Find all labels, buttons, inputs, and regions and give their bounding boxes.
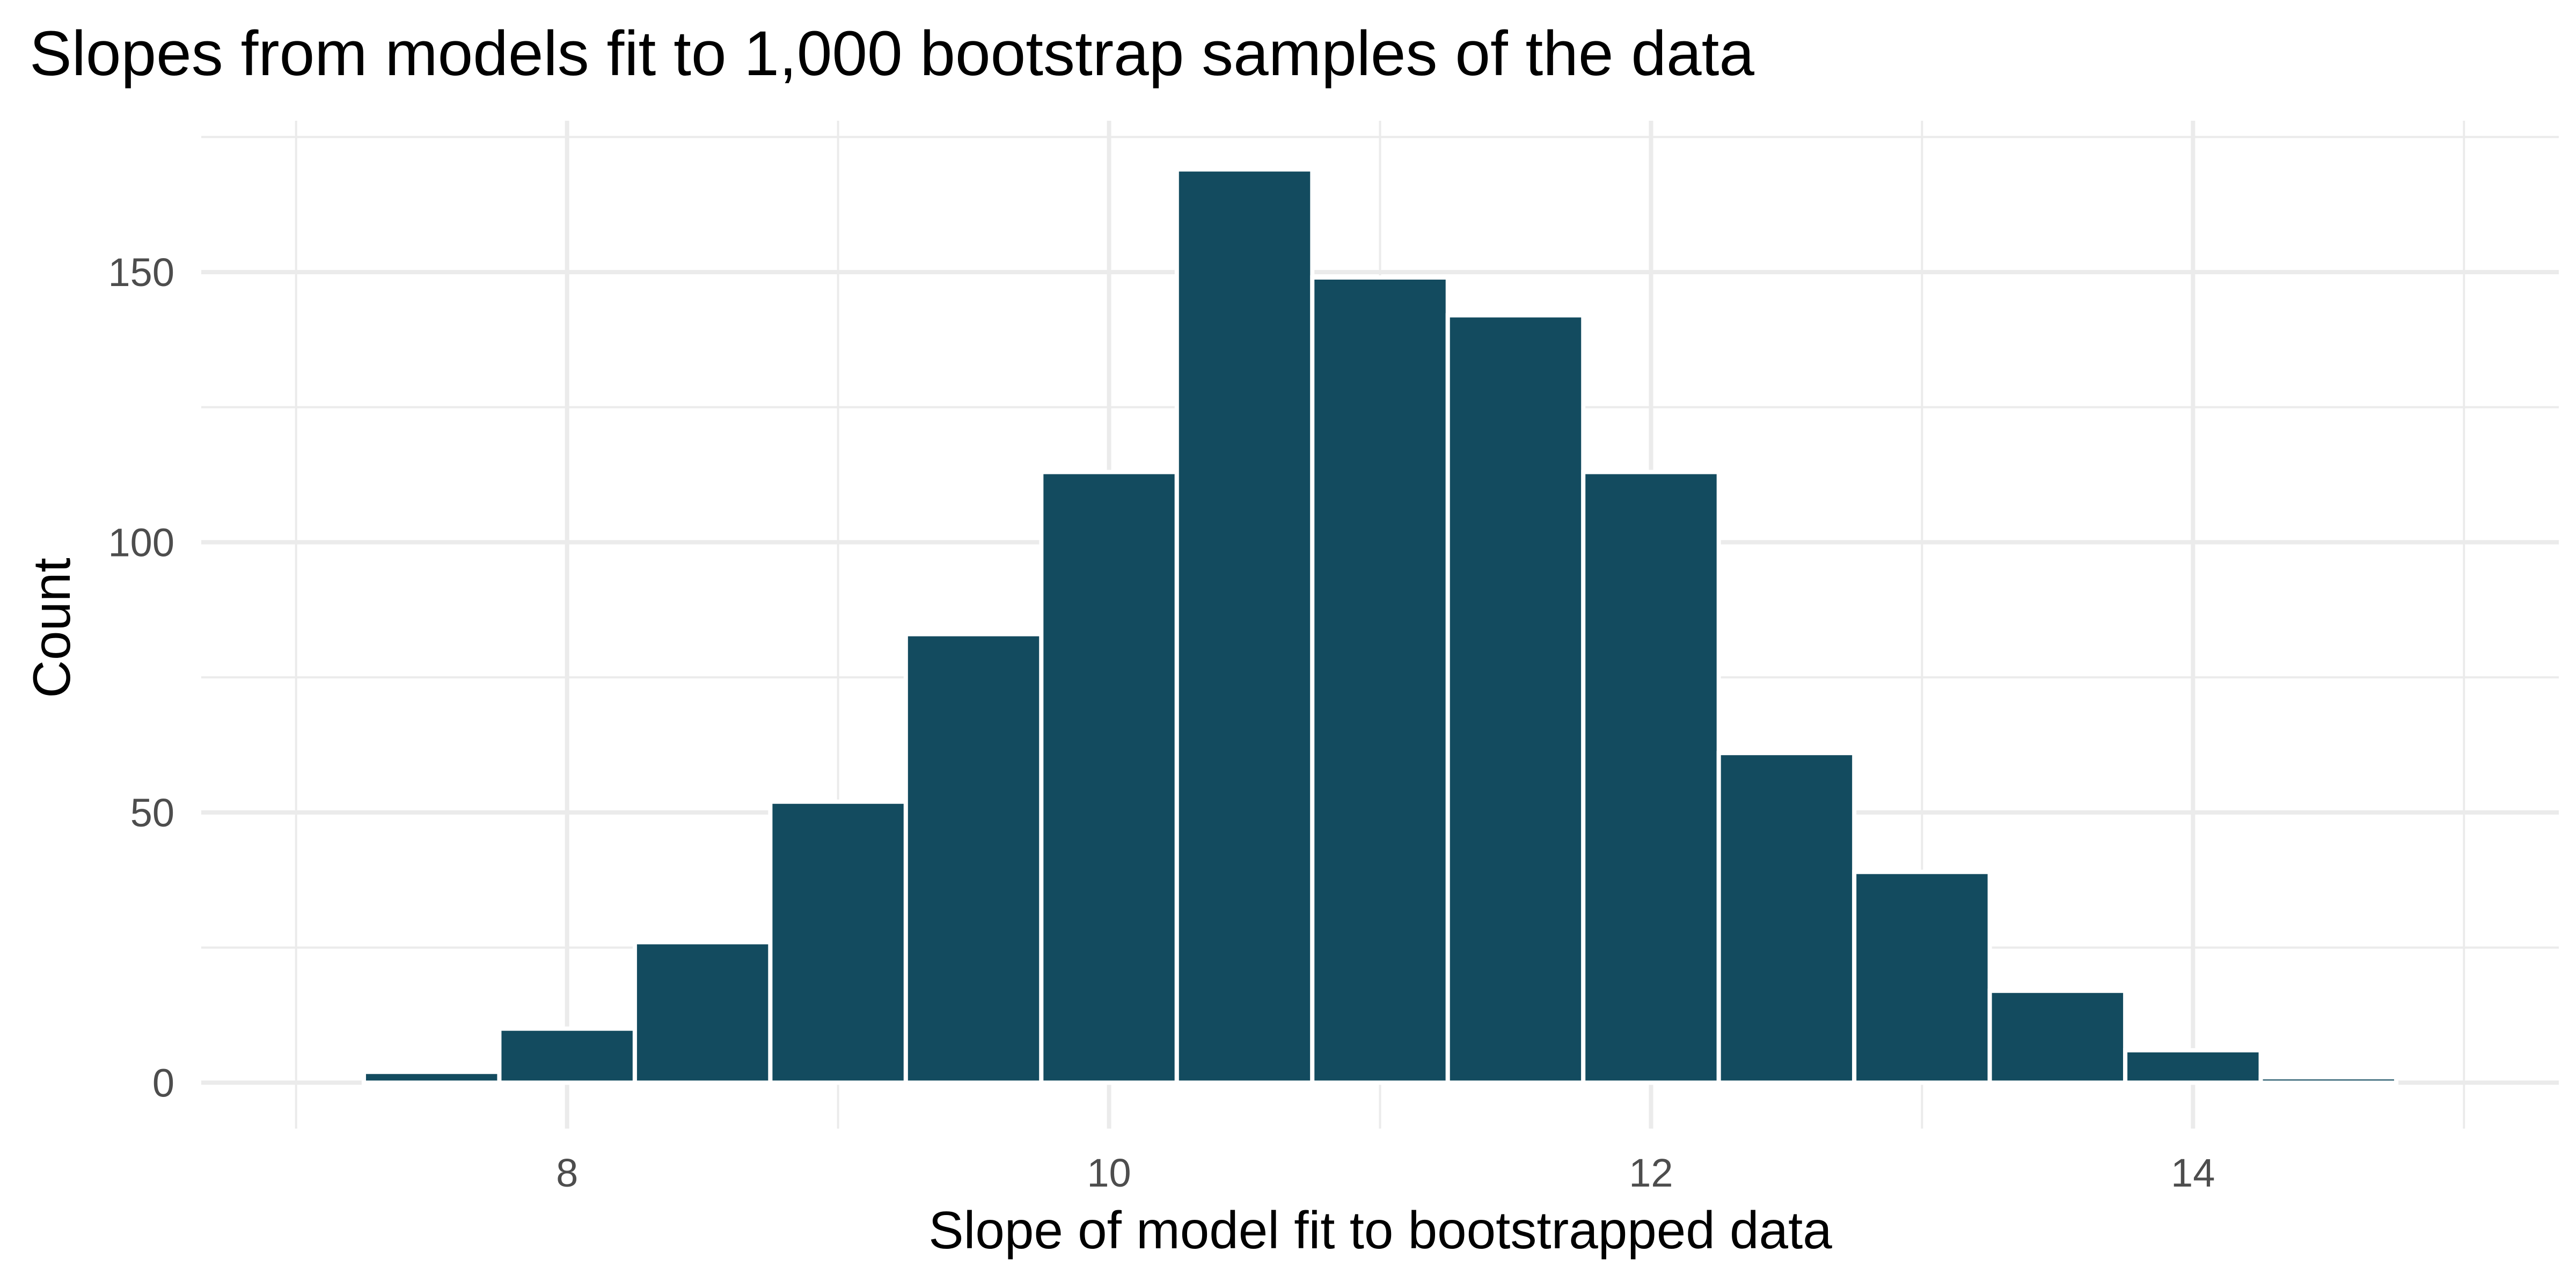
y-tick-label: 50 [130, 791, 174, 835]
y-axis-title: Count [22, 558, 81, 698]
histogram-bar [1039, 470, 1179, 1085]
histogram-bars [361, 167, 2399, 1085]
histogram-bar [1581, 470, 1721, 1085]
histogram-bar [903, 632, 1044, 1085]
histogram-bar [2123, 1048, 2263, 1085]
histogram-bar [1174, 167, 1315, 1085]
histogram-bar [1445, 313, 1586, 1085]
histogram-bar [361, 1070, 502, 1085]
y-tick-label: 150 [108, 250, 174, 295]
histogram-bar [1987, 989, 2128, 1085]
x-tick-label: 8 [556, 1151, 578, 1195]
x-tick-label: 14 [2171, 1151, 2215, 1195]
x-axis-title: Slope of model fit to bootstrapped data [928, 1201, 1832, 1260]
histogram-bar [1852, 869, 1992, 1085]
histogram-bar [1716, 751, 1857, 1085]
y-tick-label: 100 [108, 520, 174, 565]
chart-title: Slopes from models fit to 1,000 bootstra… [30, 18, 1754, 89]
x-tick-label: 12 [1629, 1151, 1673, 1195]
x-tick-label: 10 [1087, 1151, 1131, 1195]
x-axis-tick-labels: 8 10 12 14 [556, 1151, 2215, 1195]
histogram-bar [632, 940, 773, 1085]
histogram-bar [1310, 275, 1450, 1085]
histogram-bar [2258, 1075, 2399, 1085]
histogram-bar [768, 799, 908, 1085]
histogram-bar [497, 1026, 637, 1085]
y-tick-label: 0 [152, 1060, 174, 1105]
y-axis-tick-labels: 0 50 100 150 [108, 250, 174, 1105]
